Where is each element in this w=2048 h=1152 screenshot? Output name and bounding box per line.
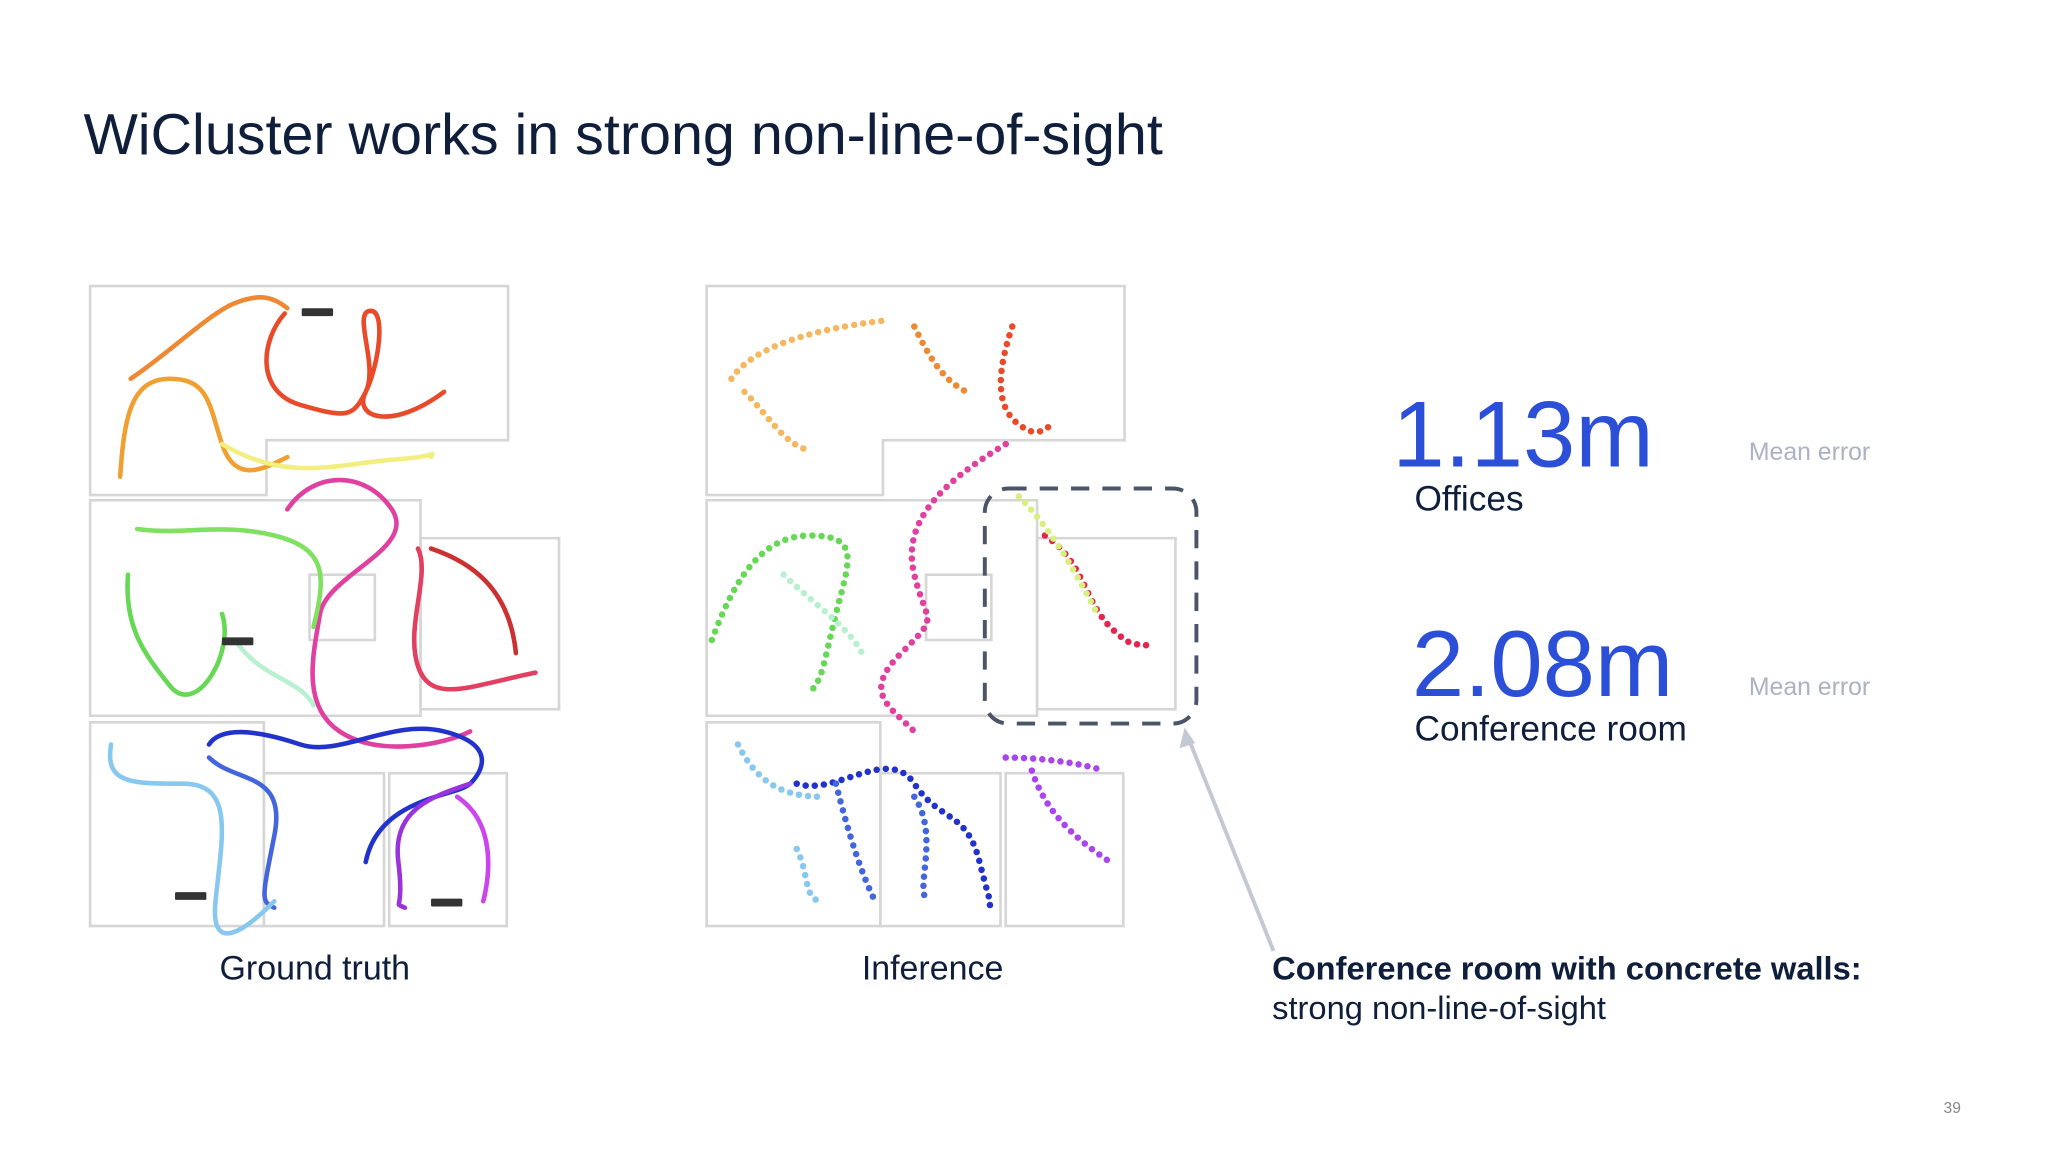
panel-label: Ground truth [220, 950, 411, 988]
metric-value: 2.08m [1412, 611, 1673, 716]
page-number: 39 [1944, 1100, 1961, 1117]
ground-truth-figure [88, 284, 561, 936]
note-bold: Conference room with concrete walls: [1272, 950, 1861, 987]
metric-label: Mean error [1749, 439, 1870, 466]
metric-value: 1.13m [1392, 381, 1653, 486]
inference-figure [705, 284, 1177, 928]
slide-title: WiCluster works in strong non-line-of-si… [84, 103, 1163, 167]
note-text: strong non-line-of-sight [1272, 989, 1606, 1026]
highlight-box [982, 486, 1199, 726]
arrow-line [1185, 734, 1276, 952]
metric-label: Mean error [1749, 674, 1870, 701]
metric-caption: Offices [1415, 480, 1524, 519]
arrow-head [1179, 727, 1196, 749]
panel-label: Inference [862, 950, 1004, 988]
metric-caption: Conference room [1415, 710, 1687, 749]
